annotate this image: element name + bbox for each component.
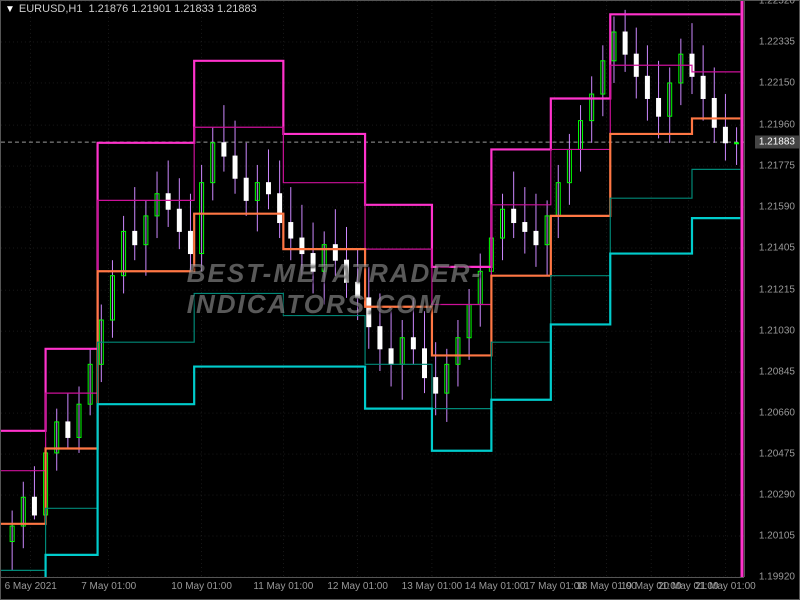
y-tick-label: 1.20290 xyxy=(759,490,795,501)
y-tick-label: 1.21775 xyxy=(759,161,795,172)
chart-plot-area[interactable]: BEST-METATRADER-INDICATORS.COM xyxy=(1,1,744,577)
y-tick-label: 1.19920 xyxy=(759,572,795,583)
x-tick-label: 7 May 01:00 xyxy=(81,581,136,592)
x-tick-label: 6 May 2021 xyxy=(5,581,57,592)
plot-svg xyxy=(1,1,744,577)
current-price-marker: 1.21883 xyxy=(755,136,799,149)
dropdown-icon[interactable]: ▼ xyxy=(5,4,15,15)
y-tick-label: 1.22520 xyxy=(759,0,795,7)
x-tick-label: 21 May 01:00 xyxy=(695,581,756,592)
y-tick-label: 1.21030 xyxy=(759,326,795,337)
y-tick-label: 1.20105 xyxy=(759,531,795,542)
y-tick-label: 1.21960 xyxy=(759,120,795,131)
ohlc-label: 1.21876 1.21901 1.21833 1.21883 xyxy=(88,3,256,15)
y-tick-label: 1.22150 xyxy=(759,77,795,88)
y-tick-label: 1.20475 xyxy=(759,449,795,460)
y-tick-label: 1.21590 xyxy=(759,202,795,213)
y-tick-label: 1.20845 xyxy=(759,367,795,378)
x-tick-label: 11 May 01:00 xyxy=(253,581,313,592)
x-axis: 6 May 2021 7 May 01:00 10 May 01:00 11 May … xyxy=(1,577,744,599)
x-tick-label: 14 May 01:00 xyxy=(465,581,526,592)
chart-container: ▼ EURUSD,H1 1.21876 1.21901 1.21833 1.21… xyxy=(0,0,800,600)
x-tick-label: 13 May 01:00 xyxy=(402,581,463,592)
y-tick-label: 1.20660 xyxy=(759,408,795,419)
y-tick-label: 1.21215 xyxy=(759,285,795,296)
y-tick-label: 1.22335 xyxy=(759,36,795,47)
x-tick-label: 12 May 01:00 xyxy=(327,581,388,592)
symbol-label: EURUSD,H1 xyxy=(19,3,83,15)
chart-header: ▼ EURUSD,H1 1.21876 1.21901 1.21833 1.21… xyxy=(5,3,257,15)
y-axis: 1.22520 1.22335 1.22150 1.21960 1.21775 1.215… xyxy=(744,1,799,577)
x-tick-label: 10 May 01:00 xyxy=(171,581,232,592)
y-tick-label: 1.21405 xyxy=(759,243,795,254)
